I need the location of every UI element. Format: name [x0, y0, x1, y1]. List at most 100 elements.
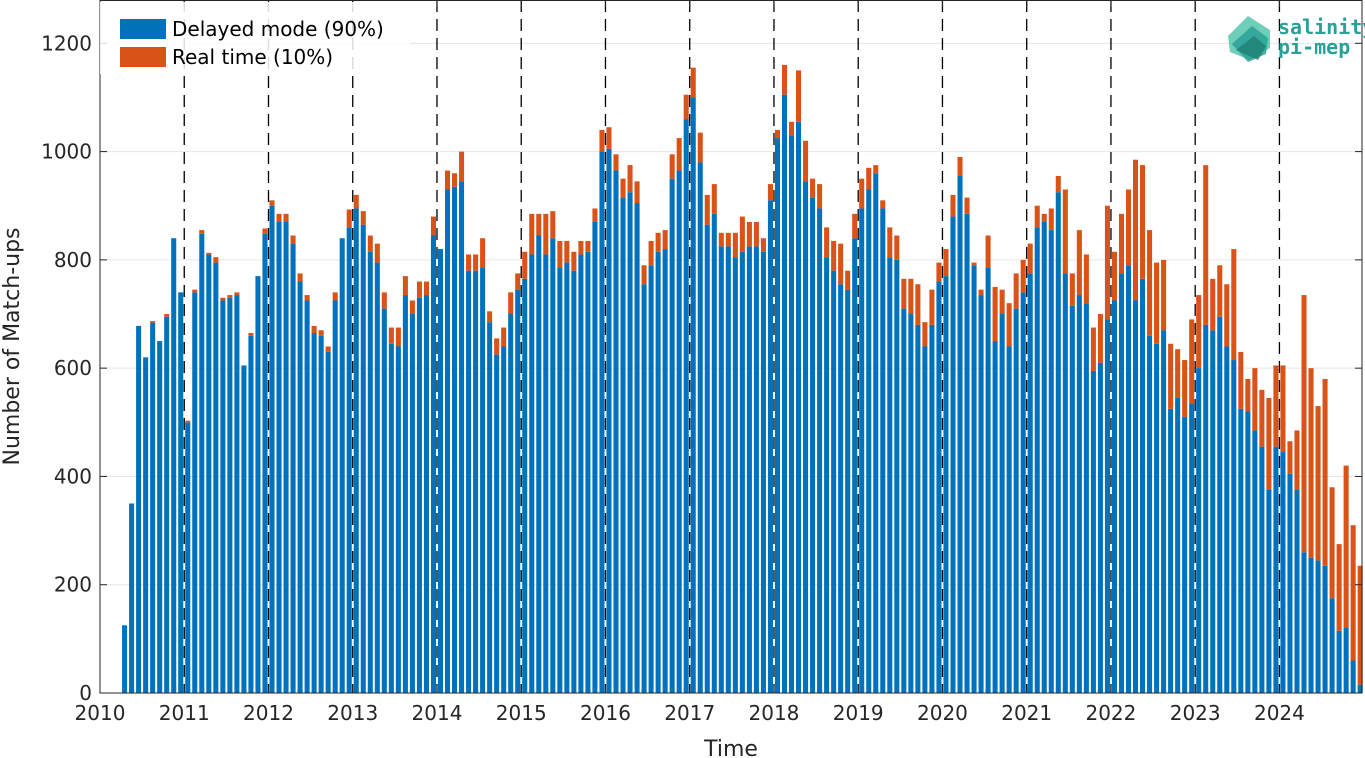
bar-realtime — [831, 240, 837, 271]
bar-realtime — [1259, 389, 1265, 447]
bar-realtime — [536, 213, 542, 236]
bar-realtime — [824, 227, 830, 258]
bar-realtime — [1125, 189, 1132, 266]
bar-delayed — [515, 289, 521, 693]
bar-delayed — [936, 281, 942, 693]
bar-realtime — [1350, 525, 1356, 661]
bar-realtime — [564, 240, 570, 263]
bar-delayed — [122, 625, 128, 693]
bar-delayed — [781, 94, 788, 693]
bar-realtime — [444, 170, 451, 190]
bar-realtime — [634, 181, 640, 204]
bar-realtime — [1175, 349, 1181, 398]
bar-delayed — [732, 257, 738, 693]
bar-delayed — [697, 162, 703, 693]
bar-delayed — [838, 284, 844, 693]
bar-realtime — [571, 251, 577, 271]
bar-realtime — [690, 67, 696, 98]
bar-delayed — [985, 267, 991, 693]
bar-delayed — [1294, 489, 1300, 693]
x-tick-label: 2013 — [327, 701, 378, 725]
bar-realtime — [164, 314, 170, 317]
bar-realtime — [641, 265, 647, 285]
bar-delayed — [810, 197, 816, 693]
bar-realtime — [1013, 273, 1019, 309]
bar-realtime — [1329, 487, 1335, 599]
bar-realtime — [1224, 284, 1230, 347]
bar-delayed — [1013, 308, 1019, 693]
bar-delayed — [129, 503, 135, 693]
bar-realtime — [1308, 368, 1314, 558]
bar-delayed — [508, 314, 514, 693]
bar-realtime — [1034, 205, 1040, 228]
bar-delayed — [641, 284, 647, 693]
x-tick-label: 2017 — [664, 701, 715, 725]
bar-delayed — [662, 249, 668, 693]
bar-realtime — [929, 289, 935, 325]
bar-realtime — [557, 240, 563, 268]
y-tick-label: 800 — [54, 248, 92, 272]
bar-delayed — [374, 262, 380, 693]
bar-delayed — [999, 314, 1005, 693]
bar-realtime — [1273, 365, 1279, 447]
bar-realtime — [599, 129, 605, 152]
bar-delayed — [1252, 430, 1258, 693]
bar-delayed — [1048, 230, 1054, 693]
bar-delayed — [255, 276, 261, 693]
bar-delayed — [262, 233, 268, 693]
bar-delayed — [276, 221, 282, 693]
bar-realtime — [978, 289, 984, 296]
x-tick-label: 2019 — [833, 701, 884, 725]
bar-realtime — [1020, 259, 1026, 293]
bar-realtime — [1076, 230, 1082, 296]
bar-realtime — [1111, 251, 1117, 301]
y-tick-label: 400 — [54, 464, 92, 488]
bar-delayed — [746, 246, 752, 693]
bar-realtime — [1161, 259, 1167, 331]
bar-realtime — [473, 254, 479, 271]
bar-realtime — [409, 300, 415, 315]
bar-realtime — [367, 235, 373, 252]
bar-realtime — [452, 173, 458, 187]
bar-realtime — [402, 276, 408, 296]
bar-realtime — [711, 184, 717, 214]
bar-delayed — [143, 357, 149, 693]
bar-delayed — [803, 181, 809, 693]
bar-delayed — [501, 346, 507, 693]
bar-delayed — [1069, 305, 1075, 693]
bar-delayed — [578, 254, 584, 693]
bar-realtime — [781, 64, 788, 95]
y-tick-label: 1000 — [41, 140, 92, 164]
bar-realtime — [760, 238, 766, 252]
bar-realtime — [423, 281, 429, 296]
bar-realtime — [999, 289, 1005, 315]
bar-realtime — [1238, 351, 1244, 409]
bar-realtime — [817, 184, 823, 209]
bar-realtime — [964, 197, 970, 214]
bar-delayed — [1245, 411, 1251, 693]
bar-delayed — [150, 322, 156, 693]
bar-realtime — [725, 232, 731, 247]
legend-label-delayed: Delayed mode (90%) — [172, 17, 384, 41]
bar-delayed — [831, 270, 837, 693]
plot-frame — [99, 0, 1363, 694]
bar-delayed — [683, 119, 689, 693]
bar-delayed — [690, 97, 696, 693]
bar-realtime — [992, 286, 998, 342]
bar-delayed — [1168, 408, 1174, 693]
bar-realtime — [774, 129, 781, 139]
bar-delayed — [669, 178, 675, 693]
bar-realtime — [150, 321, 156, 323]
bar-realtime — [950, 194, 956, 217]
bar-delayed — [620, 197, 626, 693]
legend-swatch-realtime — [120, 47, 166, 67]
x-tick-label: 2015 — [496, 701, 547, 725]
bar-delayed — [592, 221, 598, 693]
bar-delayed — [655, 251, 661, 693]
bar-delayed — [866, 189, 872, 693]
bar-realtime — [676, 138, 682, 171]
bar-delayed — [494, 354, 500, 693]
bar-realtime — [1182, 360, 1188, 417]
bar-realtime — [304, 295, 310, 301]
